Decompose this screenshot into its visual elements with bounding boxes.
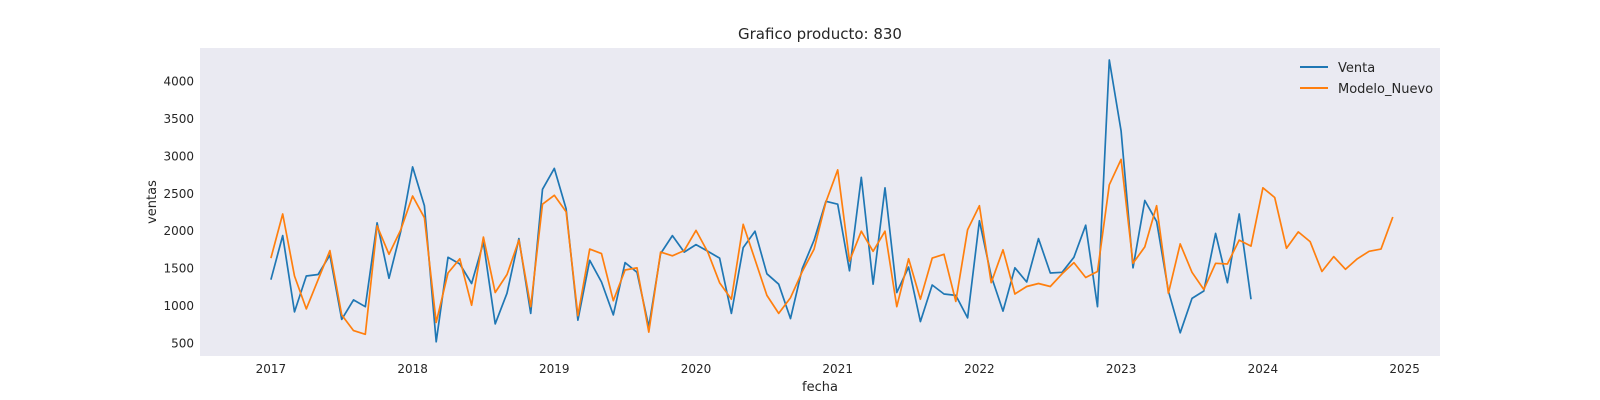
plot-area: [200, 48, 1440, 356]
y-tick-label: 500: [171, 336, 194, 350]
x-tick-label: 2019: [539, 362, 570, 376]
series-line-venta: [270, 59, 1252, 343]
y-tick-label: 3000: [163, 149, 194, 163]
legend-label: Modelo_Nuevo: [1338, 82, 1433, 97]
legend-label: Venta: [1338, 61, 1375, 76]
x-tick-label: 2018: [397, 362, 428, 376]
x-tick-label: 2025: [1389, 362, 1420, 376]
y-axis: 500 1000 1500 2000 2500 3000 3500 4000: [163, 75, 194, 351]
x-tick-label: 2017: [256, 362, 287, 376]
y-tick-label: 3500: [163, 112, 194, 126]
legend: Venta Modelo_Nuevo: [1300, 61, 1433, 97]
y-axis-title: ventas: [145, 180, 160, 224]
x-axis: 2017 2018 2019 2020 2021 2022 2023 2024 2025: [256, 362, 1420, 376]
chart-title: Grafico producto: 830: [738, 25, 902, 43]
y-tick-label: 1000: [163, 299, 194, 313]
x-axis-title: fecha: [802, 380, 838, 395]
y-tick-label: 2000: [163, 224, 194, 238]
x-tick-label: 2023: [1106, 362, 1137, 376]
x-tick-label: 2022: [964, 362, 995, 376]
x-tick-label: 2020: [681, 362, 712, 376]
y-tick-label: 2500: [163, 187, 194, 201]
x-tick-label: 2021: [822, 362, 853, 376]
y-tick-label: 4000: [163, 75, 194, 89]
y-tick-label: 1500: [163, 262, 194, 276]
series-line-modelo-nuevo: [270, 158, 1394, 336]
series-layer: [270, 59, 1394, 343]
x-tick-label: 2024: [1248, 362, 1279, 376]
